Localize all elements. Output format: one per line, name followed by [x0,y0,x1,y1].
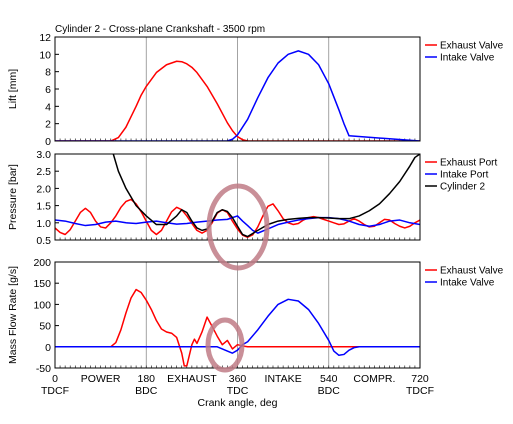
y-tick-label: 150 [33,278,51,290]
intake-valve-legend-label: Intake Valve [440,53,495,64]
exhaust-valve-legend-label: Exhaust Valve [440,41,504,52]
y-tick-label: 100 [33,299,51,311]
x-tick-sublabel: TDC [227,385,249,397]
y-axis-label: Pressure [bar] [7,164,19,230]
y-tick-label: 0.5 [36,235,51,247]
stroke-label: INTAKE [265,373,302,385]
intake-valve-line [55,298,420,357]
exhaust-port-line [55,198,420,238]
x-tick-sublabel: BDC [135,385,158,397]
x-tick-label: 180 [137,373,155,385]
intake-valve-legend-label: Intake Valve [440,278,495,289]
stroke-label: COMPR. [353,373,395,385]
highlight-ellipse-massflow [205,317,245,373]
cylinder-2-line [112,154,420,238]
y-tick-label: 2.5 [36,166,51,178]
intake-valve-line [55,50,420,141]
stroke-label: POWER [81,373,121,385]
stroke-label: EXHAUST [167,373,217,385]
y-tick-label: 0 [45,136,51,148]
y-tick-label: 4 [45,101,51,113]
x-tick-label: 540 [320,373,338,385]
y-tick-label: 0 [45,342,51,354]
plot-frame [54,153,421,241]
x-tick-sublabel: BDC [318,385,341,397]
cylinder-2-legend-label: Cylinder 2 [440,182,485,193]
y-tick-label: 10 [39,49,51,61]
x-tick-label: 720 [411,373,429,385]
exhaust-port-legend-label: Exhaust Port [440,158,497,169]
intake-port-legend-label: Intake Port [440,170,489,181]
y-axis-label: Mass Flow Rate [g/s] [7,266,19,364]
intake-port-line [55,215,420,234]
chart-title: Cylinder 2 - Cross-plane Crankshaft - 35… [55,24,265,35]
y-tick-label: 50 [39,321,51,333]
x-tick-label: 360 [229,373,247,385]
x-axis-label: Crank angle, deg [198,397,278,409]
x-tick-sublabel: TDCF [406,385,434,397]
y-tick-label: -50 [36,363,51,375]
y-tick-label: 1.0 [36,218,51,230]
y-tick-label: 3.0 [36,149,51,161]
y-tick-label: 2.0 [36,183,51,195]
y-tick-label: 200 [33,257,51,269]
y-tick-label: 12 [39,32,51,44]
x-tick-label: 0 [52,373,58,385]
plot-frame [54,36,421,142]
y-axis-label: Lift [mm] [7,69,19,109]
y-tick-label: 6 [45,84,51,96]
exhaust-valve-line [55,60,420,141]
y-tick-label: 1.5 [36,201,51,213]
plot-frame [54,261,421,369]
x-tick-sublabel: TDCF [41,385,69,397]
highlight-ellipse-pressure [206,183,270,271]
exhaust-valve-legend-label: Exhaust Valve [440,266,504,277]
exhaust-valve-line [55,288,420,367]
y-tick-label: 8 [45,67,51,79]
y-tick-label: 2 [45,119,51,131]
